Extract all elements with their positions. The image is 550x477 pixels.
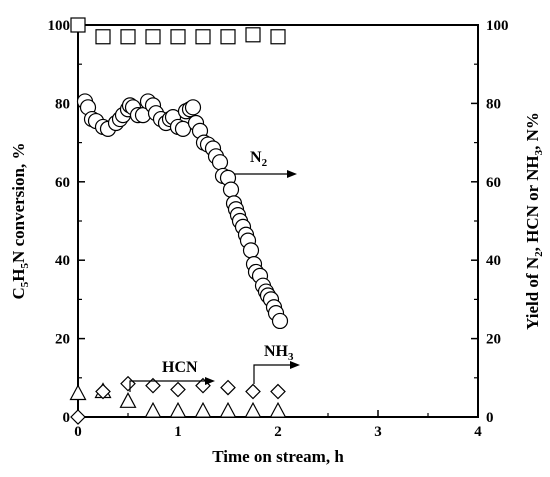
x-tick-label-1: 1 bbox=[174, 424, 182, 440]
y-axis-title-right: Yield of N2, HCN or NH3, N% bbox=[523, 112, 545, 330]
diamond-marker bbox=[145, 377, 161, 394]
y-tick-label-left-0: 0 bbox=[63, 410, 71, 426]
x-axis-title: Time on stream, h bbox=[212, 447, 344, 466]
triangle-marker bbox=[219, 401, 237, 418]
triangle-marker bbox=[269, 401, 287, 418]
triangle-marker bbox=[244, 401, 262, 418]
annotation-nh3-arrow-shaft bbox=[253, 364, 293, 384]
y-tick-label-right-1: 20 bbox=[486, 332, 501, 348]
diamond-marker bbox=[170, 381, 186, 398]
y-tick-label-right-2: 40 bbox=[486, 253, 501, 269]
annotation-n2: N2 bbox=[234, 149, 297, 178]
annotation-nh3: NH3 bbox=[253, 343, 300, 384]
circle-marker bbox=[222, 181, 240, 198]
y-tick-label-left-2: 40 bbox=[55, 253, 70, 269]
series-circle bbox=[76, 93, 289, 330]
circle-marker bbox=[184, 99, 202, 116]
square-marker bbox=[95, 29, 111, 45]
square-marker bbox=[245, 27, 261, 43]
annotation-hcn: HCN bbox=[129, 359, 215, 392]
y-tick-label-right-3: 60 bbox=[486, 175, 501, 191]
square-marker bbox=[270, 29, 286, 45]
y-tick-label-left-5: 100 bbox=[48, 18, 71, 34]
annotation-nh3-label: NH3 bbox=[264, 343, 294, 363]
y-tick-label-left-4: 80 bbox=[55, 96, 70, 112]
series-diamond bbox=[70, 375, 286, 425]
triangle-marker bbox=[69, 384, 87, 401]
y-tick-label-right-4: 80 bbox=[486, 96, 501, 112]
data-markers bbox=[69, 17, 289, 425]
y-axis-title-left: C5H5N conversion, % bbox=[9, 143, 31, 300]
triangle-marker bbox=[119, 392, 137, 408]
triangle-marker bbox=[194, 401, 212, 418]
circle-marker bbox=[271, 312, 289, 330]
y-tick-label-left-1: 20 bbox=[55, 332, 70, 348]
circle-marker bbox=[242, 242, 260, 259]
square-marker bbox=[170, 29, 186, 45]
triangle-marker bbox=[144, 401, 162, 418]
square-marker bbox=[195, 29, 211, 45]
y-tick-label-right-5: 100 bbox=[486, 18, 509, 34]
x-tick-label-2: 2 bbox=[274, 424, 282, 440]
series-square bbox=[70, 17, 286, 45]
x-tick-label-3: 3 bbox=[374, 424, 382, 440]
triangle-marker bbox=[169, 401, 187, 418]
square-marker bbox=[220, 29, 236, 45]
square-marker bbox=[70, 17, 86, 33]
annotation-hcn-label: HCN bbox=[162, 359, 198, 376]
annotation-n2-label: N2 bbox=[250, 149, 268, 169]
square-marker bbox=[120, 29, 136, 45]
annotation-hcn-arrow-shaft bbox=[129, 380, 208, 392]
y-tick-label-right-0: 0 bbox=[486, 410, 494, 426]
diamond-marker bbox=[95, 383, 111, 400]
square-marker bbox=[145, 29, 161, 45]
annotation-nh3-arrowhead bbox=[290, 361, 300, 369]
x-tick-label-4: 4 bbox=[474, 424, 482, 440]
diamond-marker bbox=[120, 375, 136, 392]
annotation-hcn-arrowhead bbox=[205, 377, 215, 385]
diamond-marker bbox=[270, 383, 286, 400]
annotation-n2-arrowhead bbox=[287, 170, 297, 178]
diamond-marker bbox=[70, 409, 86, 425]
x-tick-label-0: 0 bbox=[74, 424, 82, 440]
diamond-marker bbox=[245, 383, 261, 400]
circle-marker bbox=[211, 154, 229, 171]
diamond-marker bbox=[220, 379, 236, 396]
y-tick-label-left-3: 60 bbox=[55, 175, 70, 191]
